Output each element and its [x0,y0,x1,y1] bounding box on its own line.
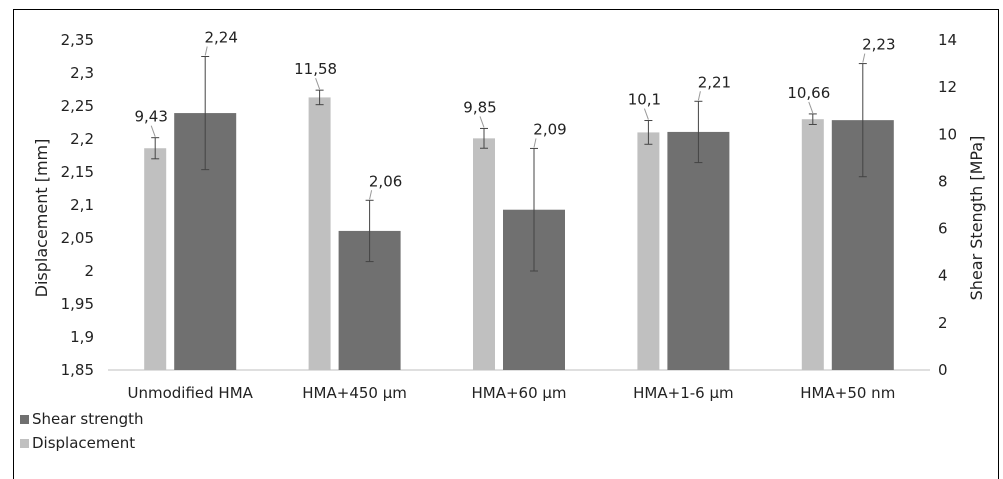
y-left-tick: 2,1 [70,196,94,214]
label-leader-line [369,190,373,200]
x-tick-label: HMA+450 µm [302,384,407,402]
bar-displacement [308,97,331,371]
x-tick-label: HMA+50 nm [800,384,895,402]
label-leader-line [479,116,485,128]
data-label-displacement: 9,43 [134,108,167,126]
y-right-tick: 6 [938,220,948,238]
y-left-tick: 2,2 [70,130,94,148]
data-label-shear-strength: 2,24 [204,29,237,47]
x-tick-labels: Unmodified HMA HMA+450 µm HMA+60 µm HMA+1-6… [127,384,895,402]
label-leader-line [204,46,208,56]
y-left-tick: 2,35 [61,31,94,49]
data-label-displacement: 10,1 [628,91,661,109]
bar-displacement [801,119,824,370]
data-label-shear-strength: 2,09 [533,120,566,138]
y-left-tick-labels: 1,85 1,9 1,95 2 2,05 2,1 2,15 2,2 2,25 2,3 2,35 [61,31,94,379]
data-label-shear-strength: 2,06 [369,172,402,190]
y-left-tick: 2,3 [70,64,94,82]
y-right-tick: 10 [938,125,957,143]
y-right-tick: 14 [938,31,957,49]
bars: 9,43 2,24 11,58 2,06 9,85 2,09 10,1 2,21 10,66 2,… [134,29,896,371]
data-label-shear-strength: 2,21 [698,73,731,91]
y-left-tick: 1,95 [61,295,94,313]
label-leader-line [533,138,537,148]
bar-displacement [144,148,167,370]
label-leader-line [315,77,321,90]
y-right-tick: 4 [938,267,948,285]
label-leader-line [643,108,649,120]
x-tick-label: HMA+60 µm [471,384,566,402]
y-left-tick: 1,85 [61,361,94,379]
y-left-tick: 2,15 [61,163,94,181]
legend-swatch [20,439,29,448]
y-left-axis-title: Displacement [mm] [32,139,51,298]
legend-label: Displacement [32,434,135,452]
y-right-tick: 0 [938,361,948,379]
y-left-tick: 2,05 [61,229,94,247]
y-right-axis-title: Shear Stength [MPa] [967,136,986,301]
data-label-displacement: 9,85 [463,98,496,116]
bar-displacement [473,138,495,370]
data-label-displacement: 11,58 [294,60,337,78]
label-leader-line [150,125,156,137]
y-left-tick: 2 [84,262,94,280]
y-right-tick: 8 [938,172,948,190]
y-right-tick: 2 [938,314,948,332]
y-right-tick: 12 [938,78,957,96]
legend-swatch [20,415,29,424]
data-label-shear-strength: 2,23 [862,36,895,54]
x-tick-label: Unmodified HMA [127,384,253,402]
x-tick-label: HMA+1-6 µm [633,384,733,402]
data-label-displacement: 10,66 [787,84,830,102]
bar-shear-strength [667,131,730,370]
chart-frame [13,9,999,479]
bar-displacement [637,132,660,370]
label-leader-line [862,53,866,63]
label-leader-line [808,101,814,114]
y-left-tick: 2,25 [61,97,94,115]
legend: Shear strength Displacement [20,410,144,452]
y-right-tick-labels: 0 2 4 6 8 10 12 14 [938,31,957,379]
y-left-tick: 1,9 [70,328,94,346]
legend-label: Shear strength [32,410,144,428]
label-leader-line [697,91,701,101]
